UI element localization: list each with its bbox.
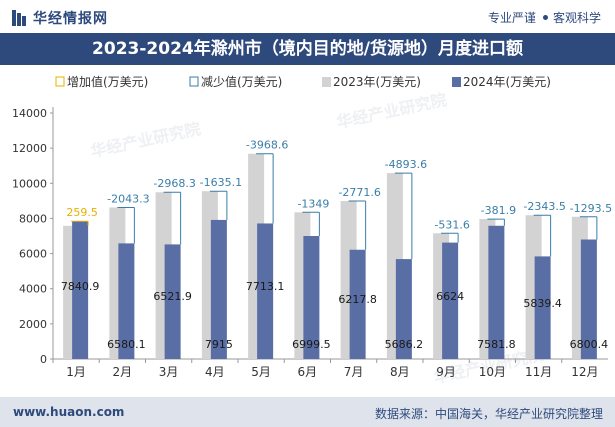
change-label: -2968.3 [153, 177, 195, 190]
x-tick-label: 6月 [298, 365, 318, 379]
x-tick-label: 9月 [436, 365, 456, 379]
legend-swatch [452, 77, 461, 87]
y-tick-label: 10000 [12, 177, 47, 190]
x-tick-label: 2月 [113, 365, 133, 379]
bar-2024 [257, 223, 274, 359]
bar-2024 [442, 242, 459, 359]
value-label-2024: 5839.4 [523, 297, 562, 310]
bar-2024 [303, 236, 320, 359]
legend-label: 减少值(万美元) [201, 74, 282, 89]
brand-logo-icon [12, 10, 26, 26]
y-tick-label: 4000 [19, 283, 47, 296]
bar-2024 [349, 249, 366, 359]
watermark-text: 华经产业研究院 [89, 119, 203, 161]
value-label-2024: 6800.4 [570, 338, 609, 351]
value-label-2024: 6521.9 [153, 290, 192, 303]
y-tick-label: 14000 [12, 107, 47, 120]
value-label-2024: 7840.9 [61, 280, 100, 293]
tagline-left: 专业严谨 [487, 11, 536, 25]
brand-name: 华经情报网 [33, 11, 108, 27]
value-label-2024: 6624 [436, 290, 464, 303]
value-label-2024: 7915 [205, 338, 233, 351]
legend-label: 增加值(万美元) [67, 74, 148, 89]
bar-2024 [118, 243, 135, 359]
bar-2024 [72, 221, 89, 359]
value-label-2024: 6999.5 [292, 338, 331, 351]
change-label: 259.5 [66, 206, 98, 219]
value-label-2024: 6580.1 [107, 338, 146, 351]
x-tick-label: 10月 [479, 365, 506, 379]
data-source: 数据来源：中国海关，华经产业研究院整理 [374, 407, 603, 421]
change-label: -2343.5 [523, 200, 565, 213]
chart-title: 2023-2024年滁州市（境内目的地/货源地）月度进口额 [0, 33, 615, 65]
y-tick-label: 6000 [19, 248, 47, 261]
tagline-right: 客观科学 [552, 11, 601, 25]
change-label: -1293.5 [570, 202, 612, 215]
footer: www.huaon.com 数据来源：中国海关，华经产业研究院整理 [0, 397, 615, 427]
change-label: -4893.6 [385, 158, 427, 171]
change-label: -381.9 [481, 204, 516, 217]
change-label: -1635.1 [200, 176, 242, 189]
x-tick-label: 8月 [390, 365, 410, 379]
legend-label: 2024年(万美元) [463, 75, 551, 89]
bar-2024 [164, 244, 181, 359]
x-tick-label: 5月 [251, 365, 271, 379]
value-label-2024: 6217.8 [338, 293, 377, 306]
bar-2024 [534, 256, 551, 359]
legend-swatch [322, 77, 331, 87]
change-label: -3968.6 [246, 139, 288, 152]
y-tick-label: 0 [40, 353, 47, 366]
value-label-2024: 5686.2 [385, 338, 424, 351]
change-label: -1349 [297, 197, 329, 210]
x-tick-label: 7月 [344, 365, 364, 379]
value-label-2024: 7581.8 [477, 338, 516, 351]
top-bar: 华经情报网 专业严谨 客观科学 [0, 0, 615, 33]
legend-label: 2023年(万美元) [333, 75, 421, 89]
change-label: -2771.6 [338, 186, 380, 199]
x-tick-label: 4月 [205, 365, 225, 379]
watermark-text: 华经产业研究院 [335, 90, 449, 132]
bar-2024 [488, 225, 505, 359]
bullet-icon [542, 15, 548, 20]
x-tick-label: 3月 [159, 365, 179, 379]
x-tick-label: 1月 [66, 365, 86, 379]
x-tick-label: 12月 [571, 365, 598, 379]
x-tick-label: 11月 [525, 365, 552, 379]
y-tick-label: 8000 [19, 212, 47, 225]
tagline: 专业严谨 客观科学 [488, 9, 601, 26]
bar-2024 [210, 219, 227, 359]
change-label: -531.6 [434, 218, 469, 231]
legend-swatch [55, 76, 65, 87]
bar-2024 [580, 239, 597, 359]
y-tick-label: 2000 [19, 318, 47, 331]
legend-swatch [189, 76, 199, 87]
website-link[interactable]: www.huaon.com [13, 405, 125, 419]
value-label-2024: 7713.1 [246, 280, 285, 293]
y-tick-label: 12000 [12, 142, 47, 155]
brand: 华经情报网 [12, 8, 108, 28]
change-label: -2043.3 [107, 192, 149, 205]
bar-2024 [395, 259, 412, 359]
